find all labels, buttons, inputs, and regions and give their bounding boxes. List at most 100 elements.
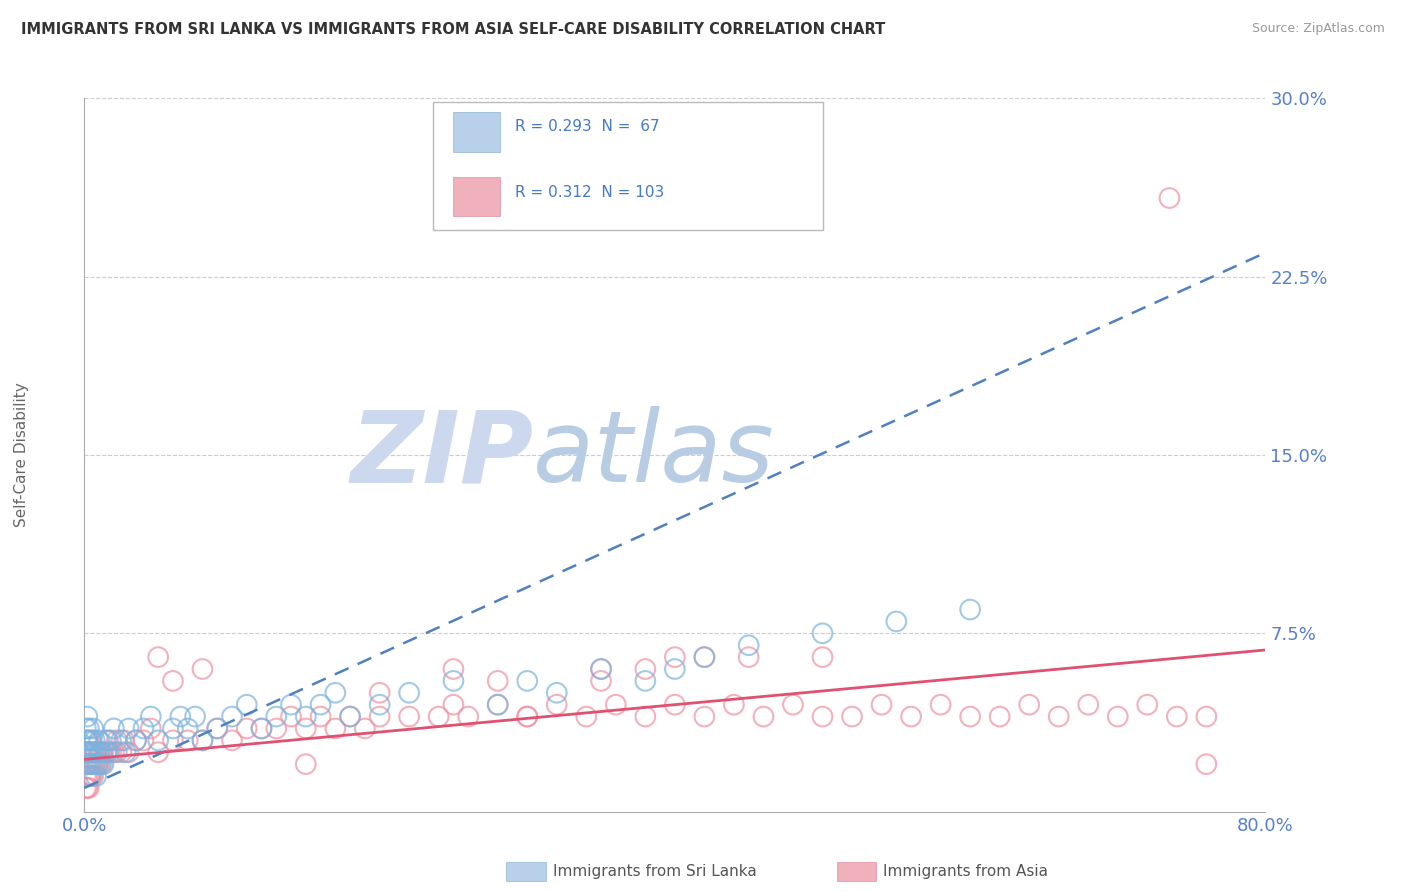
Point xyxy=(79,769,101,783)
Point xyxy=(634,662,657,676)
Point xyxy=(100,733,122,747)
Point xyxy=(516,673,538,688)
Point xyxy=(591,662,613,676)
Point xyxy=(900,709,922,723)
Point xyxy=(148,733,170,747)
Point xyxy=(87,745,111,759)
Point xyxy=(1107,709,1129,723)
Point xyxy=(139,709,162,723)
Point xyxy=(125,733,148,747)
Point xyxy=(1077,698,1099,712)
Point xyxy=(323,722,347,736)
Point xyxy=(80,769,103,783)
Point xyxy=(988,709,1011,723)
Point xyxy=(280,709,302,723)
Point xyxy=(118,745,141,759)
Point xyxy=(80,757,103,772)
Point xyxy=(664,698,686,712)
Point xyxy=(309,709,332,723)
Point xyxy=(86,757,108,772)
Point xyxy=(75,745,97,759)
Point xyxy=(169,709,191,723)
Point xyxy=(91,745,114,759)
Point xyxy=(605,698,627,712)
Point xyxy=(77,780,100,795)
Point xyxy=(295,709,318,723)
Point xyxy=(184,709,207,723)
Point xyxy=(76,733,98,747)
Point xyxy=(162,733,184,747)
Point xyxy=(84,757,107,772)
Point xyxy=(82,769,104,783)
Point xyxy=(77,745,100,759)
Point xyxy=(339,709,361,723)
Point xyxy=(75,745,97,759)
Point xyxy=(83,757,105,772)
Point xyxy=(516,709,538,723)
Point xyxy=(752,709,775,723)
Point xyxy=(205,722,228,736)
Point xyxy=(205,722,228,736)
Point xyxy=(368,686,391,700)
Point xyxy=(191,733,214,747)
Point xyxy=(323,686,347,700)
Text: ZIP: ZIP xyxy=(350,407,533,503)
Point xyxy=(738,638,761,652)
Point xyxy=(110,745,132,759)
Point xyxy=(84,745,107,759)
Point xyxy=(591,662,613,676)
Point xyxy=(929,698,952,712)
Point xyxy=(723,698,745,712)
Point xyxy=(110,733,132,747)
Point xyxy=(486,698,509,712)
Point xyxy=(82,745,104,759)
Point xyxy=(80,745,103,759)
Point xyxy=(693,709,716,723)
Point xyxy=(441,662,464,676)
Point xyxy=(105,745,128,759)
Point xyxy=(841,709,863,723)
Point xyxy=(148,745,170,759)
Point xyxy=(162,673,184,688)
Point xyxy=(693,650,716,665)
Point xyxy=(591,673,613,688)
Text: Immigrants from Sri Lanka: Immigrants from Sri Lanka xyxy=(553,864,756,879)
Point xyxy=(634,709,657,723)
Point xyxy=(235,698,259,712)
Point xyxy=(75,722,97,736)
Point xyxy=(77,769,100,783)
Point xyxy=(76,733,98,747)
Point xyxy=(575,709,598,723)
Point xyxy=(148,650,170,665)
Text: IMMIGRANTS FROM SRI LANKA VS IMMIGRANTS FROM ASIA SELF-CARE DISABILITY CORRELATI: IMMIGRANTS FROM SRI LANKA VS IMMIGRANTS … xyxy=(21,22,886,37)
Point xyxy=(83,745,105,759)
Point xyxy=(82,757,104,772)
Point xyxy=(125,733,148,747)
Point xyxy=(139,722,162,736)
Point xyxy=(77,757,100,772)
Point xyxy=(76,769,98,783)
Point xyxy=(457,709,479,723)
Point xyxy=(75,780,97,795)
Point xyxy=(738,650,761,665)
FancyBboxPatch shape xyxy=(433,102,823,230)
Point xyxy=(87,733,111,747)
Point xyxy=(309,698,332,712)
Point xyxy=(112,733,135,747)
Point xyxy=(82,722,104,736)
Point xyxy=(84,769,107,783)
Point xyxy=(90,745,112,759)
Point xyxy=(103,722,125,736)
Point xyxy=(1195,757,1218,772)
Text: Immigrants from Asia: Immigrants from Asia xyxy=(883,864,1047,879)
Point xyxy=(1136,698,1159,712)
FancyBboxPatch shape xyxy=(453,112,501,152)
Point xyxy=(132,722,155,736)
Point xyxy=(77,745,100,759)
Point xyxy=(75,769,97,783)
Point xyxy=(177,722,200,736)
Point xyxy=(96,733,118,747)
Point xyxy=(86,757,108,772)
Point xyxy=(103,745,125,759)
Point xyxy=(221,709,243,723)
